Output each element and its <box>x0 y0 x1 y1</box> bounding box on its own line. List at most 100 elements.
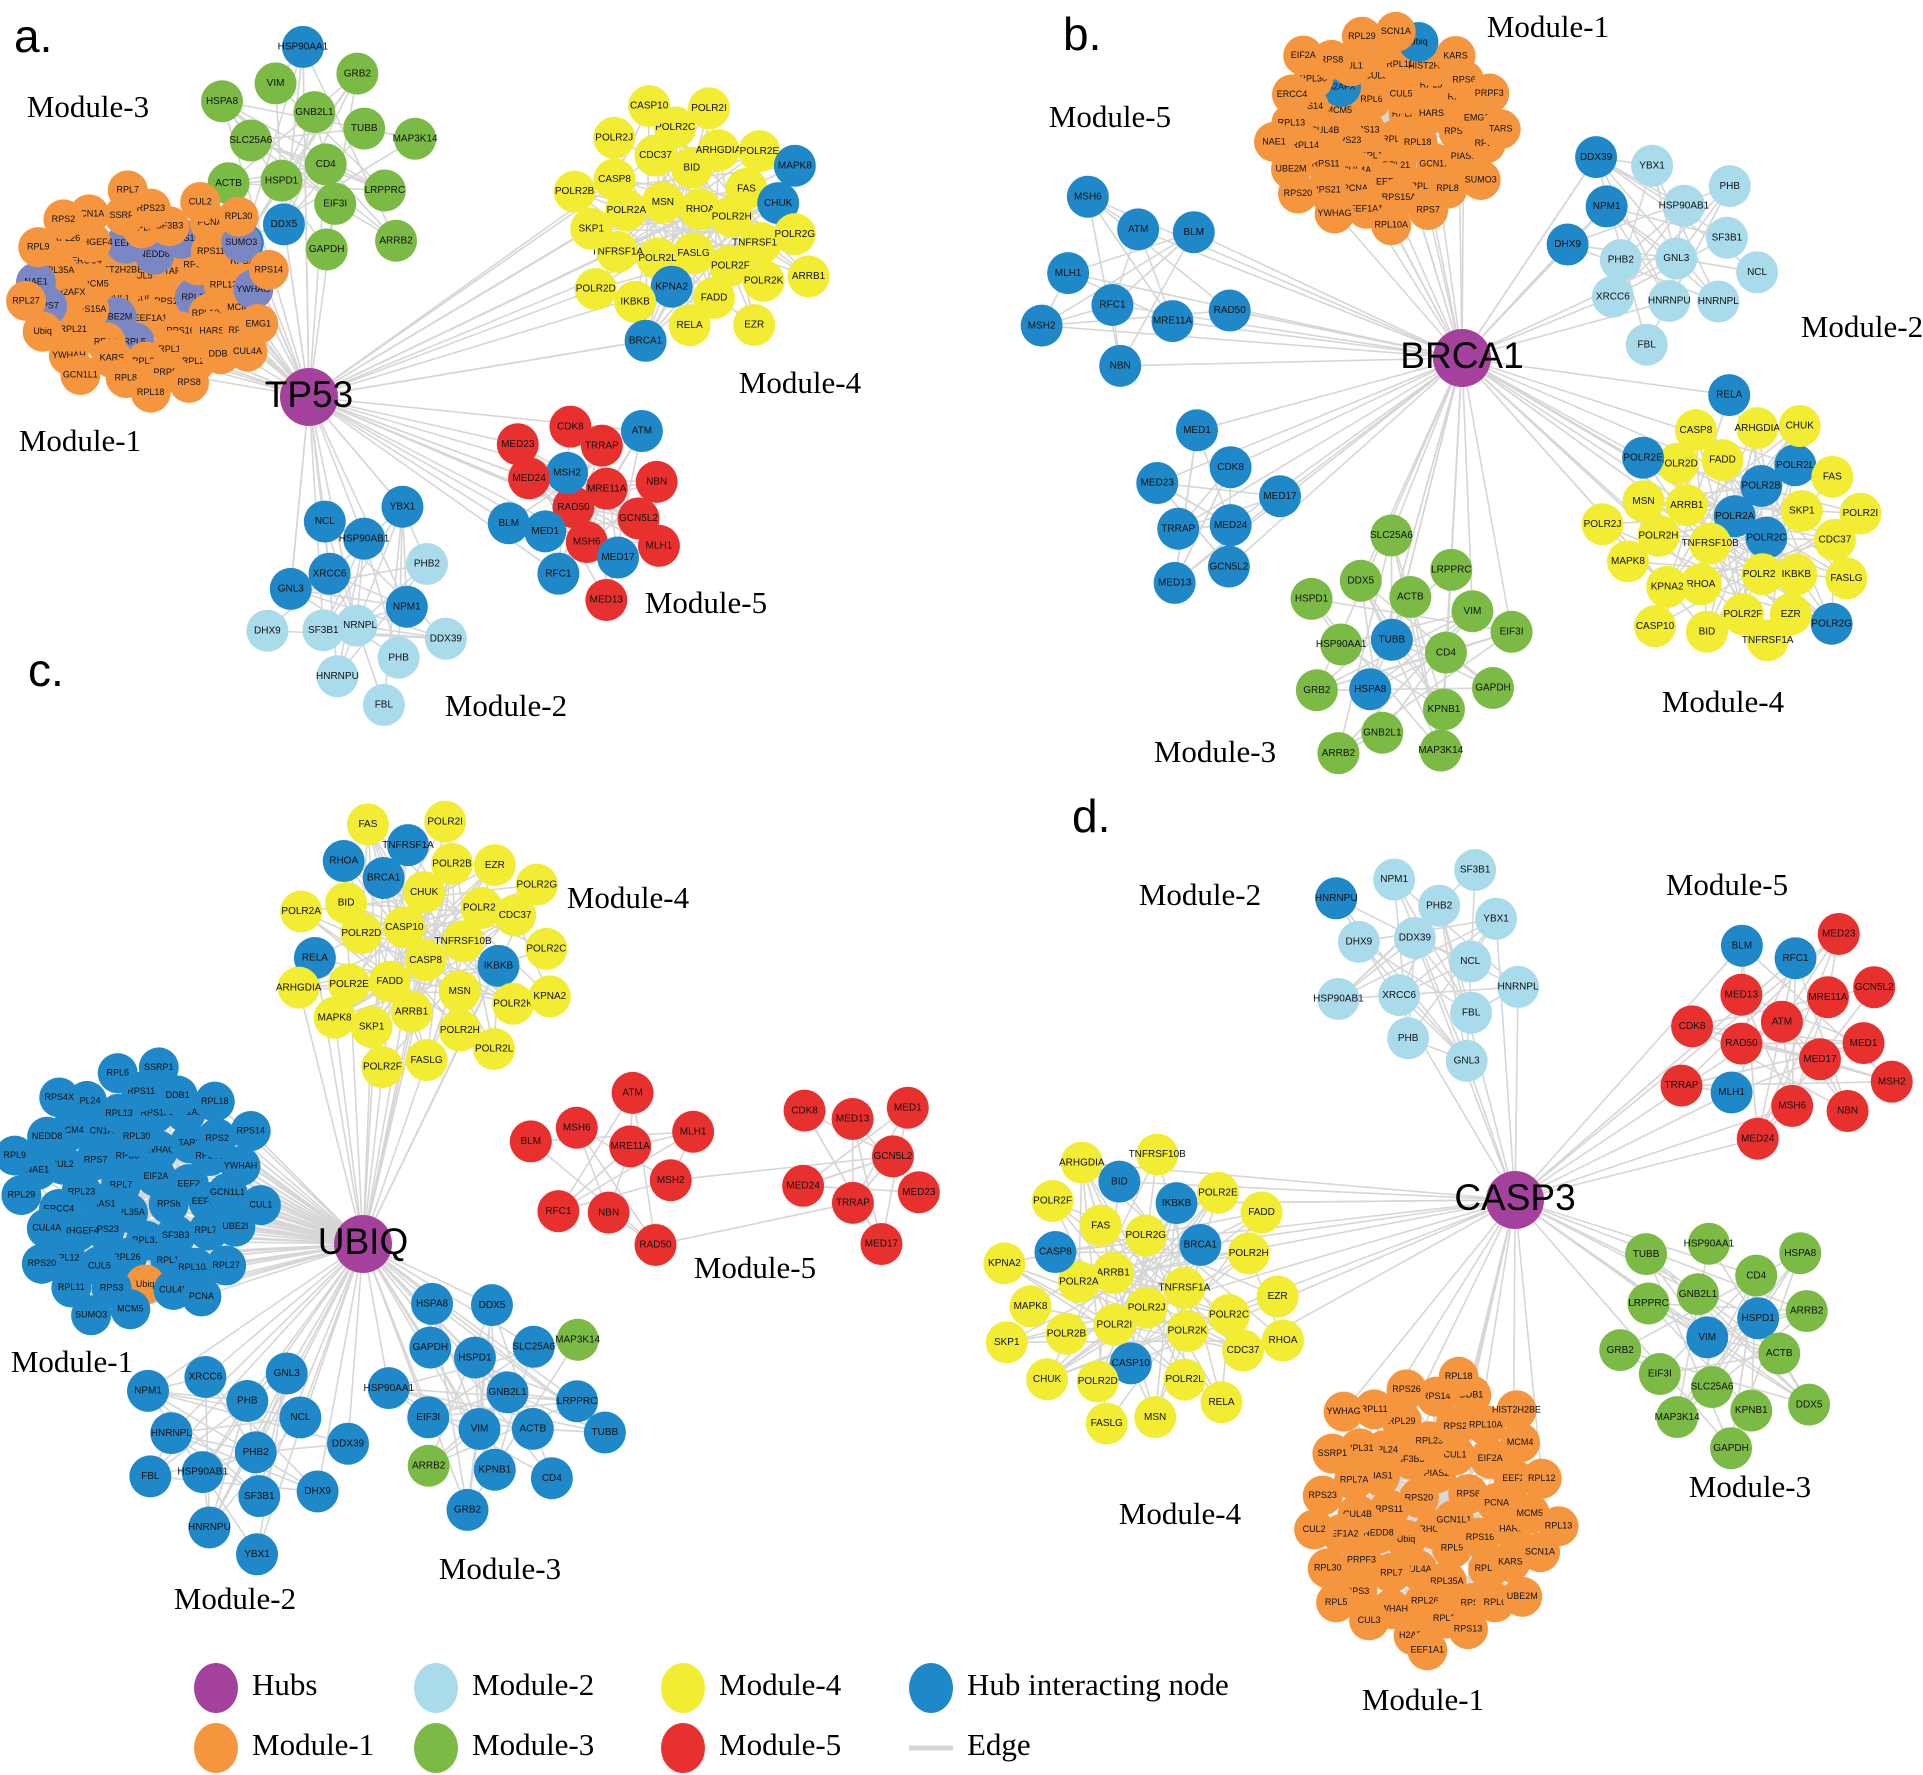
gene-node[interactable]: KARS <box>1435 35 1476 76</box>
gene-node[interactable]: SLC25A6 <box>229 119 273 162</box>
gene-node[interactable]: GAPDH <box>409 1326 452 1369</box>
gene-node[interactable]: FADD <box>693 276 736 319</box>
gene-node[interactable]: ARHGDIA <box>696 129 742 172</box>
gene-node[interactable]: HSP90AA1 <box>1684 1222 1735 1265</box>
gene-node[interactable]: RELA <box>1708 374 1751 417</box>
gene-node[interactable]: CDK8 <box>1209 446 1252 489</box>
gene-node[interactable]: POLR2A <box>280 890 323 933</box>
gene-node[interactable]: RPL13 <box>1538 1506 1579 1547</box>
gene-node[interactable]: MLH1 <box>637 524 680 567</box>
gene-node[interactable]: RPL30 <box>218 196 259 237</box>
gene-node[interactable]: MAPK8 <box>1009 1285 1052 1328</box>
gene-node[interactable]: SF3B1 <box>302 609 345 652</box>
gene-node[interactable]: HSPA8 <box>200 80 243 123</box>
gene-node[interactable]: BRCA1 <box>624 319 667 362</box>
gene-node[interactable]: MED13 <box>831 1097 874 1140</box>
gene-node[interactable]: DDX39 <box>327 1422 370 1465</box>
gene-node[interactable]: RPL11 <box>51 1267 92 1308</box>
gene-node[interactable]: RAD50 <box>634 1223 677 1266</box>
gene-node[interactable]: TRRAP <box>831 1181 874 1224</box>
gene-node[interactable]: HSPA8 <box>1779 1232 1822 1275</box>
gene-node[interactable]: ATM <box>611 1071 654 1114</box>
gene-node[interactable]: CUL4A <box>227 331 268 372</box>
gene-node[interactable]: DDX5 <box>262 203 305 246</box>
gene-node[interactable]: CHUK <box>757 182 800 225</box>
gene-node[interactable]: RPS8 <box>168 362 209 403</box>
gene-node[interactable]: EIF3I <box>1490 610 1533 653</box>
gene-node[interactable]: BID <box>325 882 368 925</box>
gene-node[interactable]: RPL18 <box>1438 1356 1479 1397</box>
gene-node[interactable]: CASP8 <box>1674 409 1717 452</box>
gene-node[interactable]: YBX1 <box>236 1533 279 1576</box>
gene-node[interactable]: LRPPRC <box>1627 1282 1670 1325</box>
gene-node[interactable]: RPS23 <box>1302 1475 1343 1516</box>
gene-node[interactable]: EEF1A1 <box>1407 1630 1448 1671</box>
gene-node[interactable]: BRCA1 <box>362 857 405 900</box>
gene-node[interactable]: UBE2M <box>1502 1576 1543 1617</box>
gene-node[interactable]: DDX39 <box>1393 917 1436 960</box>
gene-node[interactable]: KPNB1 <box>1422 688 1465 731</box>
gene-node[interactable]: MSN <box>1622 480 1665 523</box>
gene-node[interactable]: POLR2A <box>1057 1260 1100 1303</box>
gene-node[interactable]: MRE11A <box>1806 976 1849 1019</box>
gene-node[interactable]: RFC1 <box>537 552 580 595</box>
gene-node[interactable]: YBX1 <box>381 485 424 528</box>
gene-node[interactable]: FASLG <box>672 232 715 275</box>
gene-node[interactable]: POLR2B <box>1740 464 1783 507</box>
gene-node[interactable]: FADD <box>1240 1191 1283 1234</box>
gene-node[interactable]: YWHAG <box>1323 1391 1364 1432</box>
gene-node[interactable]: POLR2J <box>460 887 503 930</box>
gene-node[interactable]: CDK8 <box>549 405 592 448</box>
gene-node[interactable]: HSPD1 <box>1290 577 1333 620</box>
gene-node[interactable]: RHOA <box>322 840 365 883</box>
gene-node[interactable]: CHUK <box>1778 405 1821 448</box>
gene-node[interactable]: MCM4 <box>1500 1422 1541 1463</box>
gene-node[interactable]: POLR2E <box>1622 436 1665 479</box>
gene-node[interactable]: EIF3I <box>1638 1352 1681 1395</box>
gene-node[interactable]: ERCC4 <box>1271 74 1312 115</box>
gene-node[interactable]: ARRB1 <box>390 990 433 1033</box>
gene-node[interactable]: KPNA2 <box>1646 565 1689 608</box>
gene-node[interactable]: KPNB1 <box>473 1448 516 1491</box>
gene-node[interactable]: NPM1 <box>385 585 428 628</box>
gene-node[interactable]: HNRNPU <box>1315 877 1358 920</box>
gene-node[interactable]: PCNA <box>181 1276 222 1317</box>
gene-node[interactable]: Ubiq <box>22 311 63 352</box>
gene-node[interactable]: MED23 <box>496 423 539 466</box>
gene-node[interactable]: SUMO3 <box>71 1295 112 1336</box>
gene-node[interactable]: MED23 <box>897 1171 940 1214</box>
gene-node[interactable]: XRCC6 <box>308 552 351 595</box>
gene-node[interactable]: MSH2 <box>1870 1060 1913 1103</box>
gene-node[interactable]: ARRB2 <box>407 1444 450 1487</box>
gene-node[interactable]: POLR2D <box>1076 1360 1119 1403</box>
gene-node[interactable]: DDX5 <box>470 1284 513 1327</box>
gene-node[interactable]: FAS <box>1079 1204 1122 1247</box>
gene-node[interactable]: MED1 <box>1842 1022 1885 1065</box>
gene-node[interactable]: HSP90AB1 <box>177 1451 228 1494</box>
gene-node[interactable]: MED17 <box>1798 1038 1841 1081</box>
gene-node[interactable]: RPS2 <box>43 199 84 240</box>
gene-node[interactable]: BLM <box>1720 924 1763 967</box>
gene-node[interactable]: VIM <box>458 1407 501 1450</box>
gene-node[interactable]: POLR2F <box>1031 1180 1074 1223</box>
gene-node[interactable]: YWHAH <box>220 1146 261 1187</box>
gene-node[interactable]: GCN5L2 <box>871 1135 914 1178</box>
gene-node[interactable]: CDK8 <box>1671 1005 1714 1048</box>
gene-node[interactable]: TRRAP <box>1157 507 1200 550</box>
gene-node[interactable]: GNL3 <box>1655 237 1698 280</box>
gene-node[interactable]: NPM1 <box>127 1369 170 1412</box>
gene-node[interactable]: RPL27 <box>6 280 47 321</box>
gene-node[interactable]: BLM <box>1172 211 1215 254</box>
gene-node[interactable]: RPS7 <box>75 1140 116 1181</box>
gene-node[interactable]: SLC25A6 <box>1370 514 1413 557</box>
gene-node[interactable]: MED24 <box>782 1164 825 1207</box>
gene-node[interactable]: RAD50 <box>1720 1022 1763 1065</box>
gene-node[interactable]: HNRNPU <box>316 655 359 698</box>
gene-node[interactable]: POLR2I <box>688 87 731 130</box>
hub-node[interactable]: BRCA1 <box>1400 329 1524 387</box>
gene-node[interactable]: PHB2 <box>234 1431 277 1474</box>
gene-node[interactable]: LRPPRC <box>1430 548 1473 591</box>
gene-node[interactable]: MSH6 <box>1771 1084 1814 1127</box>
gene-node[interactable]: POLR2B <box>553 170 596 213</box>
gene-node[interactable]: SF3B1 <box>1454 849 1497 892</box>
